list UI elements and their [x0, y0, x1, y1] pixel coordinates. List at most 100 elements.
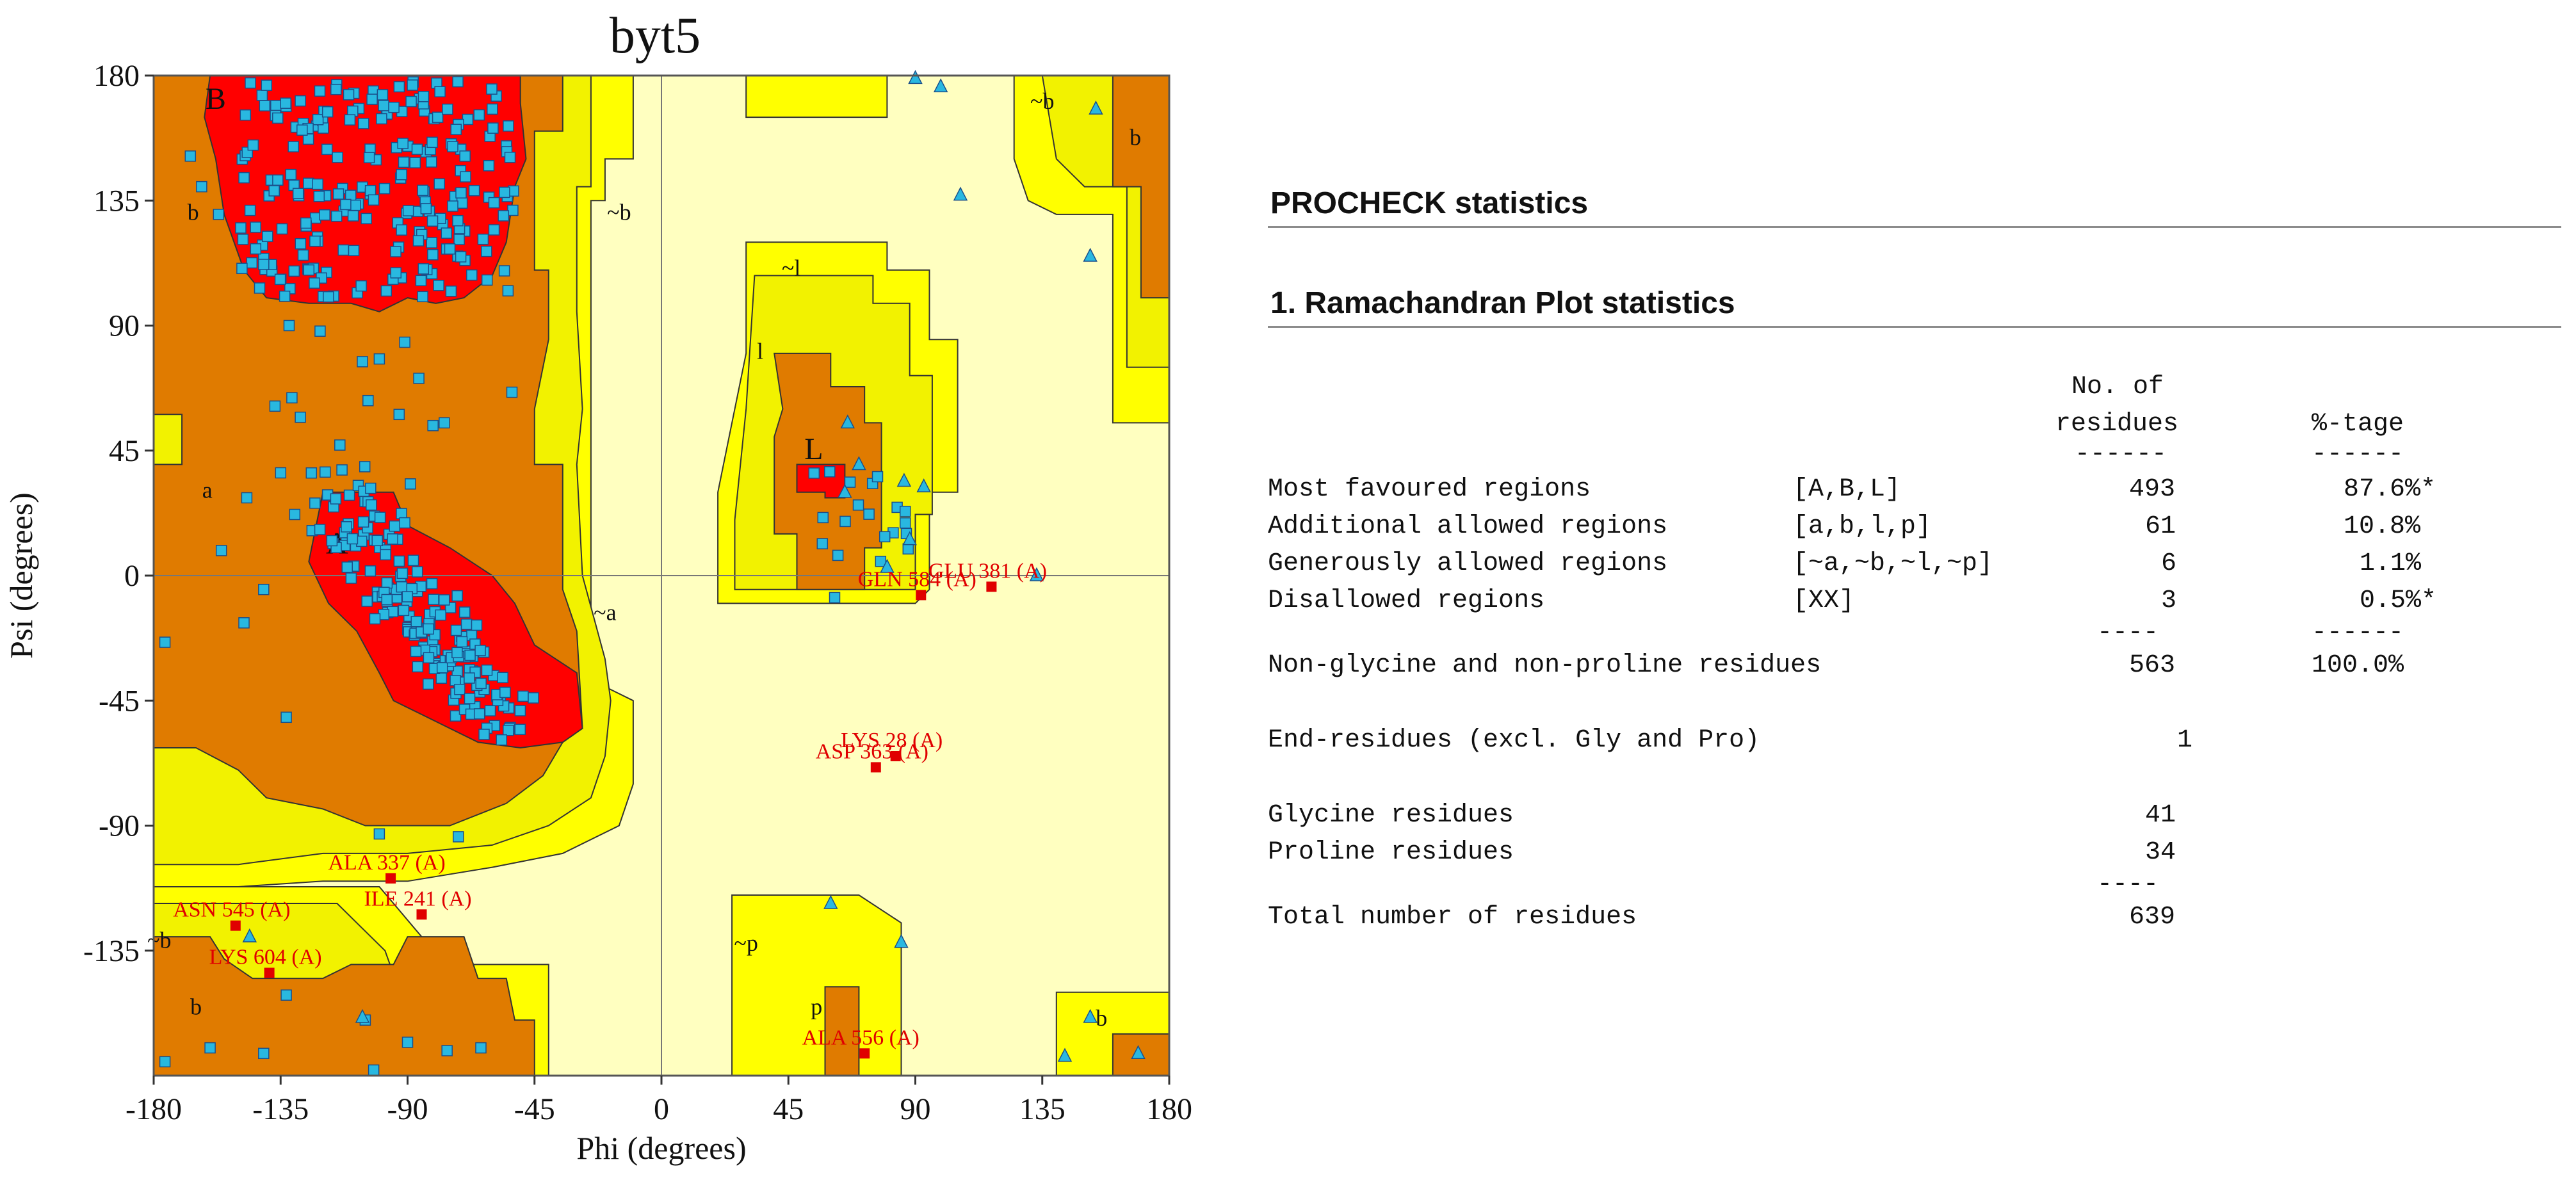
beta-point: [397, 138, 409, 149]
alpha-point: [464, 672, 475, 684]
scattered-point: [368, 1064, 380, 1076]
beta-point: [321, 143, 333, 156]
alpha-point: [341, 562, 353, 573]
scattered-point: [401, 1037, 414, 1048]
proline-label: Proline residues: [1268, 838, 1514, 867]
beta-point: [432, 111, 444, 123]
outlier-point-7: [264, 967, 275, 978]
beta-point: [447, 141, 458, 152]
alpha-point: [341, 521, 352, 533]
alpha-point: [451, 647, 463, 659]
left-handed-point: [852, 499, 864, 511]
outlier-label-0: GLU 381 (A): [928, 559, 1047, 583]
beta-point: [237, 234, 249, 245]
beta-point: [487, 122, 499, 134]
stats-panel: PROCHECK statistics 1. Ramachandran Plot…: [1268, 186, 2561, 949]
beta-point: [459, 150, 471, 162]
alpha-point: [454, 684, 466, 695]
alpha-point: [474, 645, 486, 656]
left-handed-point: [863, 508, 875, 520]
scattered-point: [441, 1045, 453, 1056]
beta-point: [444, 243, 456, 255]
beta-point: [330, 210, 343, 222]
beta-point: [405, 95, 417, 108]
glycine-point: [840, 414, 855, 429]
beta-point: [246, 257, 258, 269]
beta-point: [483, 160, 495, 172]
beta-point: [296, 124, 308, 136]
y-tick-label: 0: [124, 559, 140, 593]
x-tick-label: 135: [1019, 1092, 1065, 1126]
outlier-label-3: ASP 363 (A): [816, 740, 928, 763]
alpha-point: [410, 616, 422, 627]
outlier-label-5: ILE 241 (A): [364, 887, 471, 910]
beta-point: [420, 203, 432, 214]
beta-point: [272, 112, 284, 124]
scattered-point: [362, 394, 374, 407]
beta-point: [456, 197, 468, 209]
alpha-point: [475, 677, 487, 690]
subtotal-dash-count: ----: [2097, 618, 2159, 647]
beta-point: [411, 143, 423, 155]
beta-point: [332, 188, 344, 200]
y-tick-label: -45: [99, 684, 140, 718]
beta-point: [321, 106, 334, 118]
region-label-8: ~a: [594, 599, 616, 625]
alpha-point: [496, 734, 507, 746]
beta-point: [390, 246, 401, 257]
alpha-point: [499, 686, 511, 699]
beta-point: [312, 114, 324, 125]
stats-table: No. of residues %-tage ------ ------ Mos…: [1268, 373, 2561, 949]
header-no-of: No. of: [2071, 373, 2164, 401]
beta-point: [396, 224, 407, 236]
beta-point: [426, 136, 438, 149]
outlier-label-6: ASN 545 (A): [173, 898, 290, 922]
beta-point: [292, 188, 304, 199]
alpha-point: [450, 624, 462, 636]
glycine-point: [242, 928, 257, 942]
beta-point: [378, 182, 391, 195]
beta-point: [364, 184, 377, 197]
glycine-point: [1083, 1008, 1098, 1023]
beta-point: [488, 224, 500, 236]
region-label-4: l: [757, 339, 763, 364]
alpha-point: [456, 636, 468, 648]
alpha-point: [423, 623, 434, 635]
left-handed-point: [839, 515, 851, 528]
row-code-additional: [a,b,l,p]: [1793, 512, 1932, 541]
beta-point: [378, 100, 389, 111]
x-tick-label: 90: [900, 1092, 931, 1126]
scattered-point: [373, 353, 385, 365]
beta-point: [415, 275, 427, 287]
scattered-point: [204, 1042, 216, 1054]
alpha-point: [343, 489, 355, 501]
beta-point: [388, 101, 400, 113]
glycine-point: [916, 478, 931, 492]
scattered-point: [413, 373, 425, 384]
alpha-point: [458, 606, 471, 618]
beta-point: [425, 156, 437, 168]
scattered-point: [241, 492, 253, 504]
beta-point: [473, 109, 485, 121]
alpha-point: [426, 578, 438, 590]
beta-point: [297, 249, 309, 261]
outlier-point-3: [870, 762, 881, 773]
section-rule: [1268, 326, 2561, 328]
glycine-point: [852, 456, 866, 471]
beta-point: [285, 168, 297, 181]
scattered-point: [427, 419, 439, 432]
stats-heading: PROCHECK statistics: [1270, 186, 1589, 220]
alpha-point: [365, 482, 377, 494]
alpha-point: [366, 499, 377, 511]
outlier-point-1: [916, 590, 927, 601]
y-tick-label: 90: [109, 309, 140, 343]
beta-point: [314, 85, 326, 97]
beta-point: [466, 269, 478, 281]
beta-point: [445, 286, 457, 297]
left-handed-point: [899, 505, 911, 517]
outlier-label-4: ALA 337 (A): [328, 851, 445, 875]
alpha-point: [357, 516, 369, 528]
region-generous-top-mid: [745, 75, 888, 118]
alpha-point: [435, 672, 448, 684]
alpha-point: [451, 590, 463, 602]
